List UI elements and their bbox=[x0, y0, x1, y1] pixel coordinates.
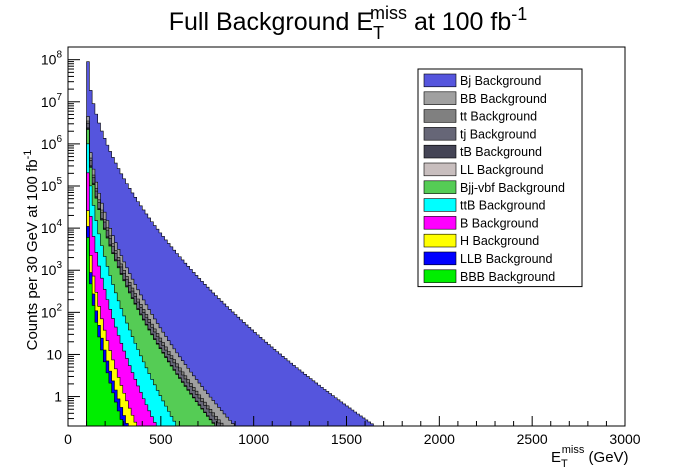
legend-swatch-tb-background bbox=[423, 144, 457, 159]
y-axis-title-sup: -1 bbox=[22, 150, 34, 160]
x-tick-label-1000: 1000 bbox=[238, 431, 269, 447]
x-tick-label-1500: 1500 bbox=[331, 431, 362, 447]
x-axis-title: ETmiss (GeV) bbox=[551, 444, 629, 470]
legend: Bj Background BB Background tt Background t… bbox=[417, 68, 583, 288]
legend-swatch-llb-background bbox=[423, 251, 457, 266]
legend-swatch-ll-background bbox=[423, 162, 457, 177]
y-tick-label-0: 1 bbox=[54, 389, 62, 405]
legend-swatch-tj-background bbox=[423, 127, 457, 141]
legend-swatch-bjj-vbf-background bbox=[423, 180, 457, 194]
x-tick-label-500: 500 bbox=[149, 431, 173, 447]
x-axis-title-sub: T bbox=[561, 458, 568, 470]
legend-swatch-bj-background bbox=[423, 73, 457, 88]
y-tick-label-1: 10 bbox=[46, 346, 62, 362]
x-tick-label-2000: 2000 bbox=[424, 431, 455, 447]
legend-label-bjj-vbf-background: Bjj-vbf Background bbox=[460, 181, 565, 195]
y-tick-label-2: 102 bbox=[41, 302, 63, 320]
svg-text:Full Background ETmiss at 100: Full Background ETmiss at 100 fb-1 bbox=[169, 3, 528, 43]
legend-label-tt-background: tt Background bbox=[460, 110, 537, 124]
legend-swatch-bb-background bbox=[423, 91, 457, 105]
legend-swatch-b-background bbox=[423, 216, 457, 230]
x-axis: 0 500 1000 1500 2000 2500 3000 bbox=[64, 416, 641, 447]
y-tick-label-3: 103 bbox=[41, 260, 63, 278]
x-tick-label-2500: 2500 bbox=[517, 431, 548, 447]
y-axis: 1 10 102 103 104 105 106 107 108 bbox=[41, 46, 80, 427]
title-main: Full Background E bbox=[169, 8, 373, 36]
legend-label-ttb-background: ttB Background bbox=[460, 199, 546, 213]
y-axis-title-main: Counts per 30 GeV at 100 fb bbox=[24, 159, 41, 350]
legend-label-llb-background: LLB Background bbox=[460, 252, 552, 266]
legend-label-ll-background: LL Background bbox=[460, 163, 544, 177]
x-axis-title-rest: (GeV) bbox=[584, 449, 628, 466]
legend-swatch-tt-background bbox=[423, 109, 457, 123]
legend-label-b-background: B Background bbox=[460, 216, 539, 230]
x-tick-label-3000: 3000 bbox=[609, 431, 640, 447]
y-tick-label-4: 104 bbox=[41, 218, 63, 236]
legend-swatch-bbb-background bbox=[423, 269, 457, 283]
legend-label-tb-background: tB Background bbox=[460, 145, 542, 159]
x-axis-title-main: E bbox=[551, 449, 561, 466]
title-sub: T bbox=[373, 23, 384, 43]
legend-label-tj-background: tj Background bbox=[460, 127, 536, 141]
legend-label-bbb-background: BBB Background bbox=[460, 270, 555, 284]
y-tick-label-5: 105 bbox=[41, 176, 63, 194]
legend-swatch-h-background bbox=[423, 233, 457, 248]
title-rest: at 100 fb bbox=[407, 8, 511, 36]
x-tick-label-0: 0 bbox=[64, 431, 72, 447]
y-tick-label-8: 108 bbox=[41, 50, 63, 68]
y-tick-label-7: 107 bbox=[41, 92, 63, 110]
legend-label-bj-background: Bj Background bbox=[460, 74, 541, 88]
legend-box bbox=[417, 68, 583, 288]
legend-swatch-ttb-background bbox=[423, 198, 457, 212]
y-axis-title: Counts per 30 GeV at 100 fb-1 bbox=[22, 150, 41, 351]
title-sup: miss bbox=[370, 3, 407, 23]
x-axis-title-sup: miss bbox=[562, 444, 585, 456]
chart-title: Full Background ETmiss at 100 fb-1 bbox=[169, 3, 528, 43]
legend-label-bb-background: BB Background bbox=[460, 92, 547, 106]
legend-label-h-background: H Background bbox=[460, 234, 539, 248]
title-sup2: -1 bbox=[511, 4, 527, 24]
y-tick-label-6: 106 bbox=[41, 134, 63, 152]
